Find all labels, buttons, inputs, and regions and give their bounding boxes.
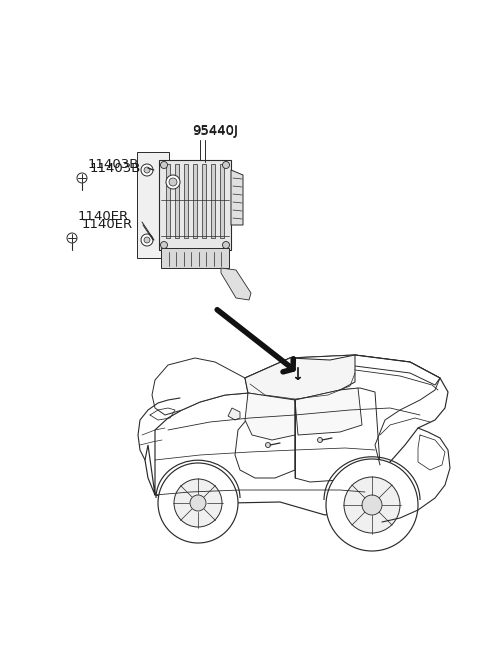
Circle shape xyxy=(144,167,150,173)
Circle shape xyxy=(265,443,271,447)
Text: 95440J: 95440J xyxy=(192,124,238,137)
Polygon shape xyxy=(175,164,179,238)
Circle shape xyxy=(190,495,206,511)
Text: 95440J: 95440J xyxy=(192,125,238,138)
Circle shape xyxy=(67,233,77,243)
Circle shape xyxy=(317,438,323,443)
Circle shape xyxy=(144,237,150,243)
Polygon shape xyxy=(152,358,248,415)
Circle shape xyxy=(326,459,418,551)
Circle shape xyxy=(223,162,229,168)
Polygon shape xyxy=(164,253,177,266)
Polygon shape xyxy=(159,160,231,250)
Polygon shape xyxy=(220,164,224,238)
Polygon shape xyxy=(295,388,380,482)
Circle shape xyxy=(160,162,168,168)
Polygon shape xyxy=(211,164,215,238)
Circle shape xyxy=(166,175,180,189)
Polygon shape xyxy=(202,164,206,238)
Polygon shape xyxy=(228,408,240,420)
Circle shape xyxy=(169,178,177,186)
Polygon shape xyxy=(145,355,448,515)
Polygon shape xyxy=(231,170,243,225)
Circle shape xyxy=(344,477,400,533)
Circle shape xyxy=(160,242,168,248)
Polygon shape xyxy=(295,388,362,435)
Text: 1140ER: 1140ER xyxy=(78,210,129,223)
Text: 11403B: 11403B xyxy=(90,162,142,174)
Circle shape xyxy=(77,173,87,183)
Polygon shape xyxy=(161,248,229,268)
Circle shape xyxy=(223,242,229,248)
Text: 11403B: 11403B xyxy=(88,157,139,170)
Text: 1140ER: 1140ER xyxy=(82,219,133,231)
Circle shape xyxy=(141,164,153,176)
Polygon shape xyxy=(166,164,170,238)
Polygon shape xyxy=(184,164,188,238)
Polygon shape xyxy=(221,268,251,300)
Circle shape xyxy=(362,495,382,515)
Circle shape xyxy=(158,463,238,543)
Polygon shape xyxy=(137,152,169,258)
Polygon shape xyxy=(193,164,197,238)
Polygon shape xyxy=(235,393,295,478)
Circle shape xyxy=(174,479,222,527)
Polygon shape xyxy=(245,355,355,400)
Polygon shape xyxy=(245,393,295,440)
Polygon shape xyxy=(245,355,440,388)
Circle shape xyxy=(141,234,153,246)
